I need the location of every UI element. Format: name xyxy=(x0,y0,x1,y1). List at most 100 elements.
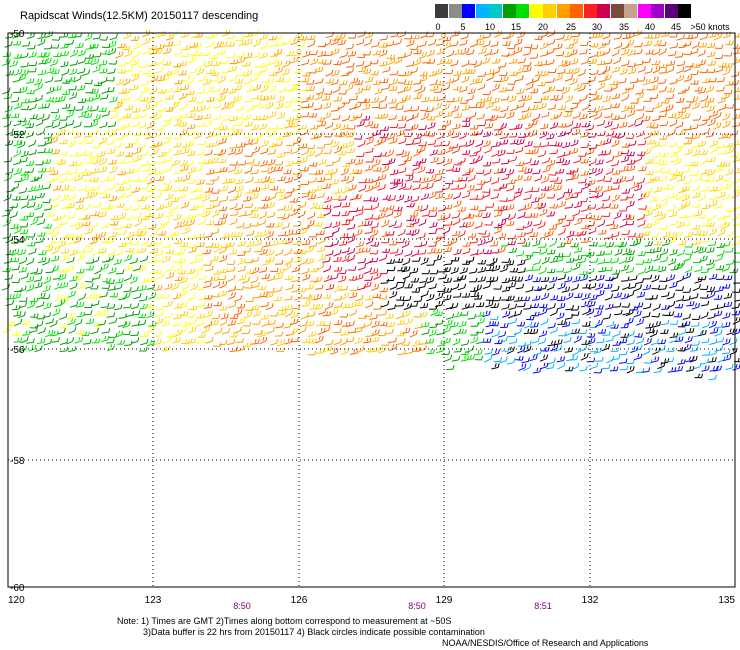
wind-barb-flag xyxy=(456,143,459,148)
wind-barb-flag xyxy=(351,51,354,55)
wind-barb-flag xyxy=(315,202,318,207)
wind-barb-flag xyxy=(616,178,619,183)
wind-barb-flag xyxy=(362,152,365,157)
wind-barb-shaft xyxy=(506,35,514,39)
wind-barb-flag xyxy=(202,202,205,207)
wind-barb-shaft xyxy=(173,225,181,229)
wind-barb-flag xyxy=(225,166,228,172)
wind-barb-shaft xyxy=(726,150,733,155)
wind-barb-shaft xyxy=(724,172,732,176)
wind-barb-shaft xyxy=(325,73,333,77)
wind-barb-flag xyxy=(9,70,12,75)
wind-barb-shaft xyxy=(34,87,42,91)
wind-barb-flag xyxy=(114,121,117,126)
wind-barb-flag xyxy=(568,150,571,155)
wind-barb-shaft xyxy=(589,36,597,39)
wind-barb-flag xyxy=(153,178,156,183)
wind-barb-shaft xyxy=(170,105,178,109)
wind-barb-flag xyxy=(697,184,700,190)
wind-barb-shaft xyxy=(337,43,345,46)
wind-barb-flag xyxy=(371,214,374,219)
wind-barb-flag xyxy=(355,103,358,108)
wind-barb-shaft xyxy=(124,218,132,221)
wind-barb-flag xyxy=(247,52,250,57)
wind-barb-flag xyxy=(44,58,47,64)
wind-barb-shaft xyxy=(613,60,620,65)
wind-barb-flag xyxy=(361,66,364,71)
wind-barb-shaft xyxy=(610,127,618,130)
wind-barb-flag xyxy=(56,85,59,90)
wind-barb-flag xyxy=(731,169,734,174)
wind-barb-shaft xyxy=(565,72,573,74)
wind-barb-shaft xyxy=(171,163,179,166)
wind-barb-flag xyxy=(640,155,643,160)
wind-barb-flag xyxy=(470,88,473,93)
wind-barb-flag xyxy=(337,96,340,101)
wind-barb-flag xyxy=(45,52,47,56)
wind-barb-flag xyxy=(404,167,407,172)
wind-barb-shaft xyxy=(228,79,236,82)
wind-barb-shaft xyxy=(469,155,477,157)
wind-barb-shaft xyxy=(364,124,372,127)
wind-barb-flag xyxy=(56,136,58,142)
wind-barb-flag xyxy=(212,131,214,136)
wind-barb-flag xyxy=(266,140,269,145)
wind-barb-flag xyxy=(437,102,440,107)
wind-barb-flag xyxy=(72,92,75,97)
wind-barb-flag xyxy=(176,213,179,218)
wind-barb-flag xyxy=(658,66,661,71)
wind-barb-shaft xyxy=(676,70,684,74)
wind-barb-flag xyxy=(449,120,452,125)
wind-barb-shaft xyxy=(467,178,475,182)
wind-barb-shaft xyxy=(524,190,532,194)
wind-barb-shaft xyxy=(588,147,596,149)
wind-barb-flag xyxy=(81,111,84,116)
wind-barb-shaft xyxy=(50,111,58,114)
wind-barb-flag xyxy=(212,86,214,91)
wind-barb-flag xyxy=(508,213,511,219)
wind-barb-shaft xyxy=(546,81,554,84)
wind-barb-shaft xyxy=(298,39,306,41)
wind-barb-flag xyxy=(586,158,589,164)
wind-barb-flag xyxy=(600,60,603,65)
wind-barb-flag xyxy=(324,59,327,64)
wind-barb-flag xyxy=(139,147,142,152)
wind-barb-shaft xyxy=(310,137,318,140)
wind-barb-shaft xyxy=(230,214,238,216)
wind-barb-shaft xyxy=(172,43,180,46)
wind-barb-flag xyxy=(340,146,343,151)
wind-barb-flag xyxy=(293,208,296,213)
wind-barb-shaft xyxy=(284,180,292,184)
wind-barb-shaft xyxy=(346,66,354,68)
wind-barb-shaft xyxy=(365,136,373,140)
wind-barb-shaft xyxy=(428,178,435,183)
wind-barb-flag xyxy=(456,70,459,75)
wind-barb-shaft xyxy=(691,206,699,208)
wind-barb-flag xyxy=(27,170,30,176)
wind-barb-flag xyxy=(645,78,648,83)
wind-barb-flag xyxy=(572,174,575,179)
wind-barb-flag xyxy=(665,68,667,73)
wind-barb-flag xyxy=(52,87,55,92)
wind-barb-flag xyxy=(500,149,503,154)
wind-barb-flag xyxy=(468,167,471,172)
wind-barb-flag xyxy=(460,96,463,101)
wind-barb-flag xyxy=(184,70,187,75)
wind-barb-shaft xyxy=(517,215,525,219)
wind-barb-flag xyxy=(506,105,509,111)
wind-barb-flag xyxy=(456,40,459,46)
wind-barb-shaft xyxy=(358,224,366,227)
wind-barb-flag xyxy=(27,105,30,110)
wind-barb-flag xyxy=(505,183,508,188)
wind-barb-shaft xyxy=(222,119,230,121)
wind-barb-flag xyxy=(124,170,126,176)
wind-barb-shaft xyxy=(733,206,740,211)
wind-barb-flag xyxy=(115,60,118,65)
wind-barb-flag xyxy=(53,136,55,141)
wind-barb-flag xyxy=(579,156,582,162)
wind-barb-flag xyxy=(420,205,423,210)
wind-barb-shaft xyxy=(229,147,237,149)
wind-barb-flag xyxy=(349,132,352,136)
wind-barb-flag xyxy=(176,87,179,91)
wind-barb-flag xyxy=(260,63,263,68)
